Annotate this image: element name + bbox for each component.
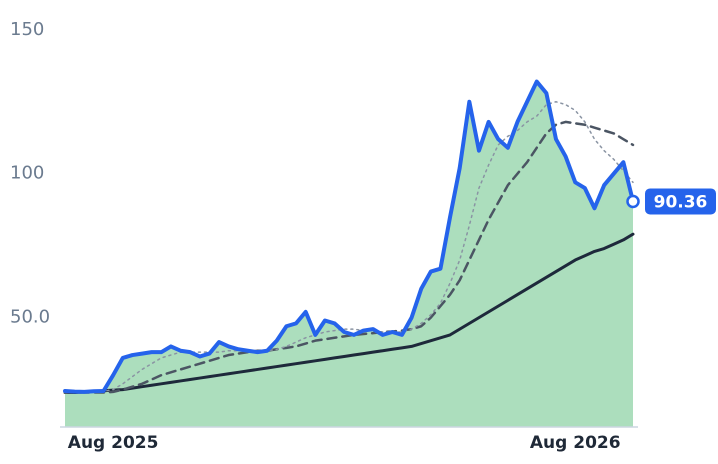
series-line [64,100,634,394]
y-tick-label: 150 [10,19,44,40]
last-value-label: 90.36 [654,192,708,212]
y-tick-label: 100 [10,163,44,184]
price-area [65,81,633,427]
series-line [63,232,635,394]
series-line [63,120,635,394]
y-tick-label: 50.0 [10,307,50,328]
last-value-badge [645,188,716,215]
x-tick-label: Aug 2026 [530,433,621,453]
x-tick-label: Aug 2025 [68,433,159,453]
series-line [63,79,635,394]
last-point [626,194,640,209]
